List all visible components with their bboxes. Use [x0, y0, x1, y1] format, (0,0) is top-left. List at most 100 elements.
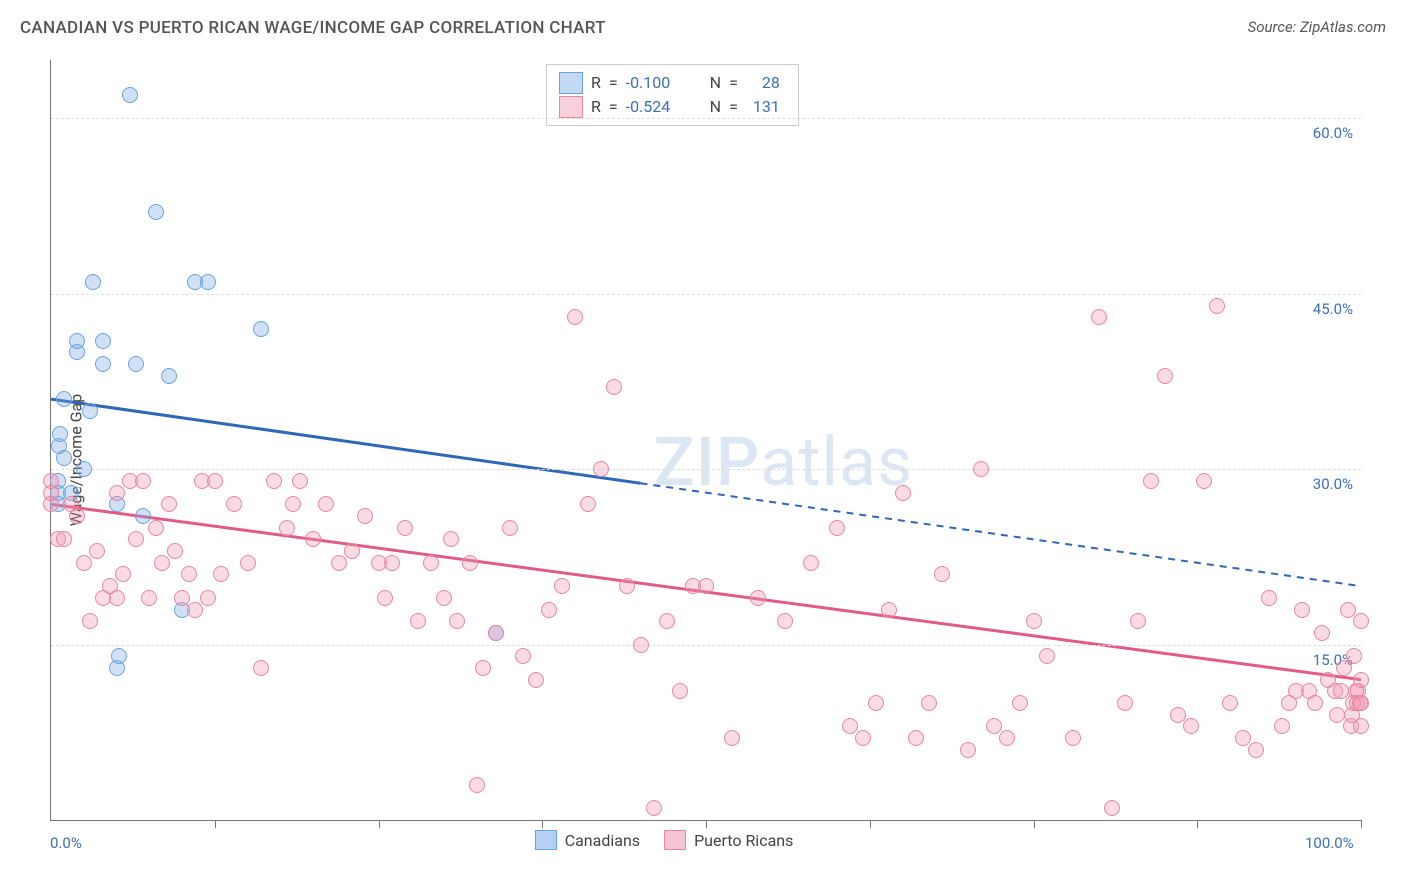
data-point: [148, 204, 164, 220]
data-point: [908, 730, 924, 746]
data-point: [1353, 695, 1369, 711]
data-point: [1222, 695, 1238, 711]
gridline: [51, 469, 1361, 470]
data-point: [1104, 800, 1120, 816]
y-tick-label: 30.0%: [1313, 475, 1353, 493]
data-point: [633, 637, 649, 653]
data-point: [384, 555, 400, 571]
trend-line: [51, 399, 641, 483]
legend-n-value: 28: [746, 71, 780, 95]
data-point: [174, 590, 190, 606]
legend-r-label: R: [591, 71, 601, 95]
data-point: [115, 566, 131, 582]
legend-n-label: N: [710, 95, 721, 119]
data-point: [43, 473, 59, 489]
data-point: [554, 578, 570, 594]
chart-container: Wage/Income Gap ZIPatlas R=-0.100N=28R=-…: [0, 50, 1406, 870]
legend-r-label: R: [591, 95, 601, 119]
data-point: [1091, 309, 1107, 325]
data-point: [829, 520, 845, 536]
data-point: [285, 496, 301, 512]
data-point: [724, 730, 740, 746]
data-point: [1261, 590, 1277, 606]
gridline: [51, 118, 1361, 119]
data-point: [1012, 695, 1028, 711]
data-point: [1117, 695, 1133, 711]
data-point: [292, 473, 308, 489]
data-point: [240, 555, 256, 571]
legend-r-value: -0.100: [626, 71, 686, 95]
data-point: [1170, 707, 1186, 723]
data-point: [331, 555, 347, 571]
data-point: [1274, 718, 1290, 734]
data-point: [122, 87, 138, 103]
data-point: [436, 590, 452, 606]
data-point: [135, 508, 151, 524]
data-point: [305, 531, 321, 547]
data-point: [1209, 298, 1225, 314]
data-point: [1353, 672, 1369, 688]
data-point: [1143, 473, 1159, 489]
data-point: [986, 718, 1002, 734]
x-max-label: 100.0%: [1305, 834, 1354, 852]
trend-lines: [51, 60, 1361, 820]
data-point: [567, 309, 583, 325]
x-tick: [1197, 820, 1198, 828]
data-point: [318, 496, 334, 512]
data-point: [279, 520, 295, 536]
data-point: [921, 695, 937, 711]
data-point: [161, 496, 177, 512]
x-tick: [1034, 820, 1035, 828]
x-min-label: 0.0%: [50, 834, 82, 852]
legend-swatch: [559, 96, 583, 118]
data-point: [973, 461, 989, 477]
legend-item: Puerto Ricans: [664, 830, 793, 850]
gridline: [51, 645, 1361, 646]
data-point: [43, 496, 59, 512]
data-point: [128, 531, 144, 547]
data-point: [253, 660, 269, 676]
data-point: [1340, 602, 1356, 618]
data-point: [111, 648, 127, 664]
legend-item: Canadians: [535, 830, 640, 850]
data-point: [357, 508, 373, 524]
data-point: [109, 485, 125, 501]
data-point: [69, 333, 85, 349]
data-point: [1353, 613, 1369, 629]
data-point: [842, 718, 858, 734]
data-point: [1314, 625, 1330, 641]
data-point: [1235, 730, 1251, 746]
data-point: [646, 800, 662, 816]
data-point: [200, 590, 216, 606]
data-point: [213, 566, 229, 582]
data-point: [528, 672, 544, 688]
legend-r-value: -0.524: [626, 95, 686, 119]
data-point: [89, 543, 105, 559]
data-point: [181, 566, 197, 582]
data-point: [1196, 473, 1212, 489]
legend-row: R=-0.100N=28: [559, 71, 780, 95]
data-point: [895, 485, 911, 501]
data-point: [410, 613, 426, 629]
data-point: [475, 660, 491, 676]
data-point: [443, 531, 459, 547]
data-point: [397, 520, 413, 536]
series-legend: Canadians Puerto Ricans: [535, 830, 794, 850]
data-point: [698, 578, 714, 594]
data-point: [803, 555, 819, 571]
data-point: [253, 321, 269, 337]
y-tick-label: 45.0%: [1313, 300, 1353, 318]
x-tick: [1361, 820, 1362, 828]
data-point: [462, 555, 478, 571]
data-point: [56, 450, 72, 466]
legend-swatch: [535, 830, 557, 850]
legend-label: Canadians: [565, 831, 640, 850]
equals-sign: =: [609, 71, 618, 95]
data-point: [141, 590, 157, 606]
x-tick: [706, 820, 707, 828]
data-point: [109, 590, 125, 606]
data-point: [1307, 695, 1323, 711]
data-point: [82, 613, 98, 629]
data-point: [187, 602, 203, 618]
equals-sign: =: [609, 95, 618, 119]
